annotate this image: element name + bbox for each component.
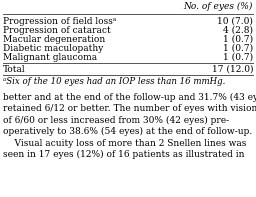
Text: operatively to 38.6% (54 eyes) at the end of follow-up.: operatively to 38.6% (54 eyes) at the en… (3, 127, 252, 136)
Text: Visual acuity loss of more than 2 Snellen lines was: Visual acuity loss of more than 2 Snelle… (3, 138, 246, 148)
Text: Progression of cataract: Progression of cataract (3, 25, 111, 34)
Text: 1 (0.7): 1 (0.7) (223, 44, 253, 52)
Text: ᵃSix of the 10 eyes had an IOP less than 16 mmHg.: ᵃSix of the 10 eyes had an IOP less than… (3, 76, 225, 85)
Text: 1 (0.7): 1 (0.7) (223, 34, 253, 44)
Text: 1 (0.7): 1 (0.7) (223, 52, 253, 61)
Text: better and at the end of the follow-up and 31.7% (43 eyes): better and at the end of the follow-up a… (3, 92, 256, 102)
Text: 17 (12.0): 17 (12.0) (211, 64, 253, 73)
Text: Diabetic maculopathy: Diabetic maculopathy (3, 44, 103, 52)
Text: seen in 17 eyes (12%) of 16 patients as illustrated in: seen in 17 eyes (12%) of 16 patients as … (3, 150, 244, 159)
Text: 10 (7.0): 10 (7.0) (217, 17, 253, 25)
Text: No. of eyes (%): No. of eyes (%) (184, 1, 253, 11)
Text: retained 6/12 or better. The number of eyes with vision: retained 6/12 or better. The number of e… (3, 104, 256, 113)
Text: 4 (2.8): 4 (2.8) (223, 25, 253, 34)
Text: Malignant glaucoma: Malignant glaucoma (3, 52, 97, 61)
Text: Progression of field lossᵃ: Progression of field lossᵃ (3, 17, 116, 25)
Text: Total: Total (3, 64, 26, 73)
Text: of 6/60 or less increased from 30% (42 eyes) pre-: of 6/60 or less increased from 30% (42 e… (3, 115, 229, 125)
Text: Macular degeneration: Macular degeneration (3, 34, 105, 44)
